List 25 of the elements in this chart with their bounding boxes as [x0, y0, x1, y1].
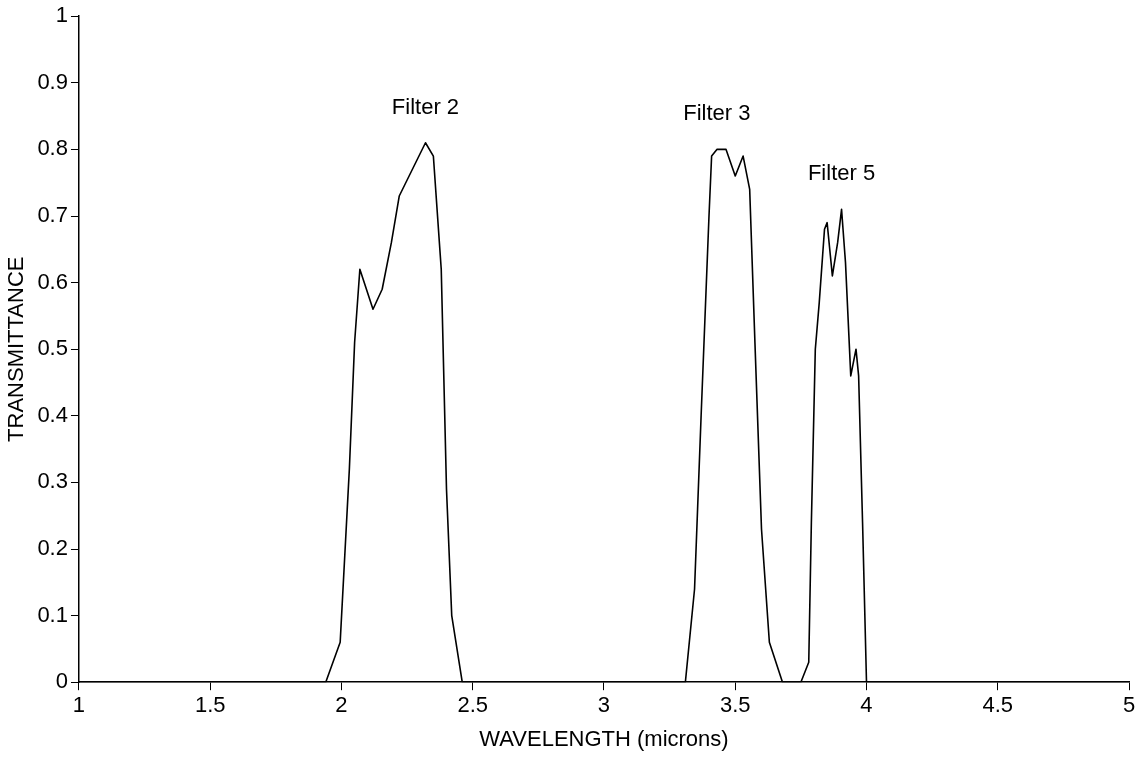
- y-tick-label: 0.4: [37, 401, 68, 427]
- x-tick-label: 3: [597, 692, 611, 718]
- x-axis-title: WAVELENGTH (microns): [479, 725, 729, 751]
- x-tick-label: 2: [335, 692, 348, 718]
- x-tick-label: 1.5: [194, 692, 226, 718]
- y-tick-label: 0.6: [37, 268, 68, 294]
- annotation: Filter 2: [391, 93, 460, 119]
- y-tick-label: 0.1: [37, 601, 68, 627]
- x-tick-label: 4.5: [982, 692, 1014, 718]
- y-tick-label: 1: [55, 2, 68, 28]
- x-tick-label: 2.5: [457, 692, 489, 718]
- x-tick-label: 1: [72, 692, 86, 718]
- y-tick-label: 0.8: [37, 135, 68, 161]
- y-axis-title: TRANSMITTANCE: [3, 256, 29, 442]
- x-tick-label: 4: [860, 692, 873, 718]
- y-tick-label: 0.3: [37, 468, 68, 494]
- x-tick-label: 3.5: [719, 692, 751, 718]
- y-tick-label: 0.7: [37, 202, 68, 228]
- y-tick-label: 0.9: [37, 68, 68, 94]
- y-tick-label: 0.2: [37, 535, 68, 561]
- annotation: Filter 5: [807, 160, 876, 186]
- x-tick-label: 5: [1122, 692, 1136, 718]
- y-tick-label: 0: [55, 668, 68, 694]
- y-tick-label: 0.5: [37, 335, 68, 361]
- annotation: Filter 3: [683, 100, 751, 126]
